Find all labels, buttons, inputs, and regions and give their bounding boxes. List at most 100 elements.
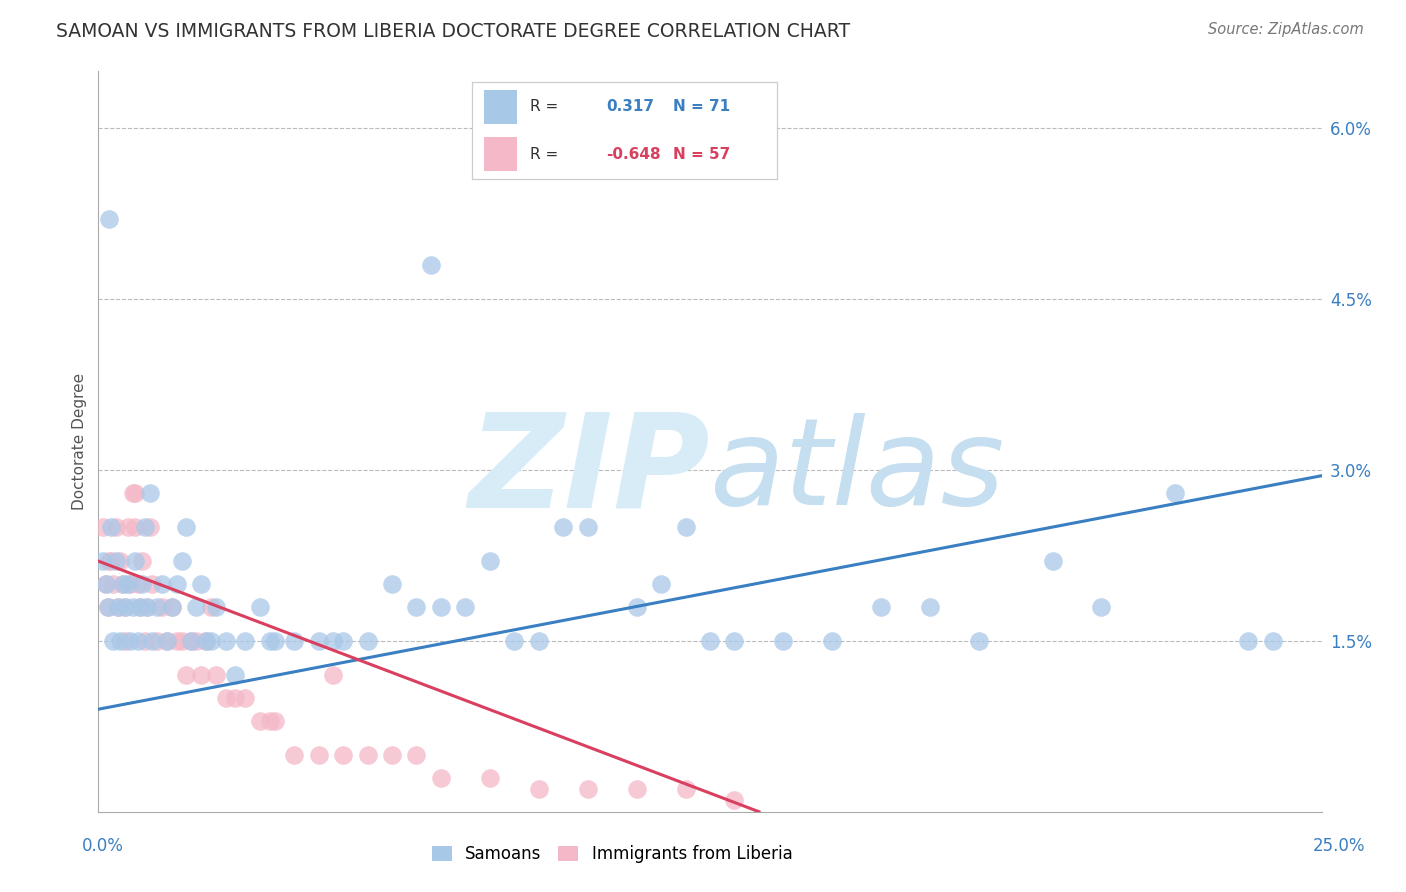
Point — [650, 577, 672, 591]
Point — [1164, 485, 1187, 500]
Point — [1042, 554, 1064, 568]
Point — [1090, 599, 1112, 614]
Point — [156, 633, 179, 648]
Point — [527, 633, 550, 648]
Point — [124, 520, 146, 534]
Point — [150, 599, 173, 614]
Point — [111, 577, 134, 591]
Point — [141, 633, 163, 648]
Point — [233, 633, 256, 648]
Point — [131, 577, 153, 591]
Point — [111, 577, 134, 591]
Point — [166, 633, 188, 648]
Point — [134, 633, 156, 648]
Point — [233, 690, 256, 705]
Point — [214, 633, 236, 648]
Point — [176, 520, 198, 534]
Point — [224, 668, 246, 682]
Point — [104, 554, 127, 568]
Point — [675, 781, 697, 796]
Point — [420, 258, 443, 272]
Point — [190, 668, 212, 682]
Point — [186, 599, 208, 614]
Point — [139, 520, 162, 534]
Point — [98, 554, 121, 568]
Point — [146, 599, 169, 614]
Point — [180, 633, 202, 648]
Point — [127, 633, 149, 648]
Point — [180, 633, 202, 648]
Point — [200, 633, 222, 648]
Point — [224, 690, 246, 705]
Point — [920, 599, 942, 614]
Point — [170, 633, 193, 648]
Point — [626, 781, 648, 796]
Point — [283, 747, 305, 762]
Point — [97, 599, 120, 614]
Point — [283, 633, 305, 648]
Point — [723, 633, 745, 648]
Point — [141, 577, 163, 591]
Point — [772, 633, 794, 648]
Point — [160, 599, 183, 614]
Point — [107, 599, 129, 614]
Point — [166, 577, 188, 591]
Point — [870, 599, 893, 614]
Point — [553, 520, 575, 534]
Point — [94, 577, 117, 591]
Point — [120, 633, 142, 648]
Point — [1261, 633, 1284, 648]
Point — [131, 554, 153, 568]
Point — [967, 633, 990, 648]
Point — [263, 714, 285, 728]
Point — [381, 577, 404, 591]
Text: 25.0%: 25.0% — [1312, 837, 1365, 855]
Point — [405, 747, 427, 762]
Point — [699, 633, 721, 648]
Point — [308, 747, 330, 762]
Point — [527, 781, 550, 796]
Point — [205, 668, 228, 682]
Point — [100, 520, 122, 534]
Text: Source: ZipAtlas.com: Source: ZipAtlas.com — [1208, 22, 1364, 37]
Point — [121, 599, 143, 614]
Point — [114, 599, 136, 614]
Point — [263, 633, 285, 648]
Point — [176, 668, 198, 682]
Y-axis label: Doctorate Degree: Doctorate Degree — [72, 373, 87, 510]
Point — [114, 633, 136, 648]
Text: ZIP: ZIP — [468, 408, 710, 534]
Point — [200, 599, 222, 614]
Point — [259, 714, 281, 728]
Point — [110, 554, 132, 568]
Point — [356, 747, 378, 762]
Point — [356, 633, 378, 648]
Point — [405, 599, 427, 614]
Point — [134, 520, 156, 534]
Point — [129, 599, 152, 614]
Text: SAMOAN VS IMMIGRANTS FROM LIBERIA DOCTORATE DEGREE CORRELATION CHART: SAMOAN VS IMMIGRANTS FROM LIBERIA DOCTOR… — [56, 22, 851, 41]
Text: 0.0%: 0.0% — [82, 837, 124, 855]
Point — [186, 633, 208, 648]
Point — [114, 599, 136, 614]
Point — [104, 520, 127, 534]
Point — [249, 714, 271, 728]
Point — [205, 599, 228, 614]
Point — [332, 633, 354, 648]
Point — [821, 633, 844, 648]
Point — [100, 554, 122, 568]
Point — [97, 599, 120, 614]
Legend: Samoans, Immigrants from Liberia: Samoans, Immigrants from Liberia — [425, 838, 799, 870]
Point — [259, 633, 281, 648]
Point — [249, 599, 271, 614]
Point — [1237, 633, 1260, 648]
Point — [101, 577, 124, 591]
Point — [675, 520, 697, 534]
Point — [150, 577, 173, 591]
Point — [430, 599, 453, 614]
Point — [117, 577, 139, 591]
Text: atlas: atlas — [710, 413, 1005, 530]
Point — [120, 577, 142, 591]
Point — [214, 690, 236, 705]
Point — [430, 771, 453, 785]
